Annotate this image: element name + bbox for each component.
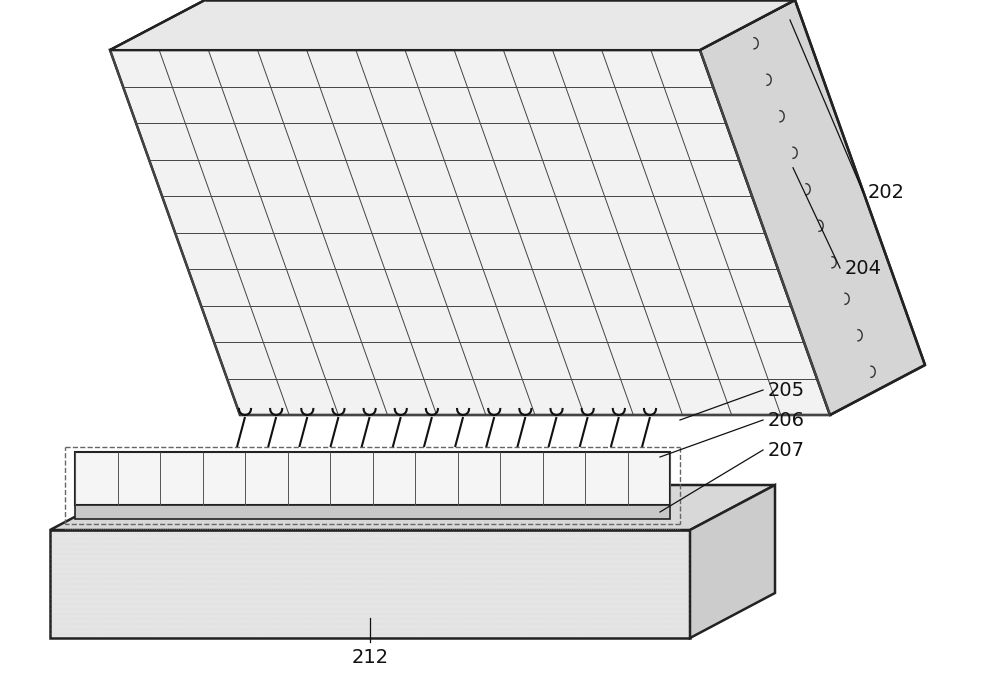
Polygon shape <box>75 452 670 505</box>
Text: 206: 206 <box>768 411 805 430</box>
Polygon shape <box>50 530 690 638</box>
Polygon shape <box>690 485 775 638</box>
Polygon shape <box>700 0 925 415</box>
Polygon shape <box>110 0 795 50</box>
Polygon shape <box>75 505 670 519</box>
Text: 202: 202 <box>868 182 905 201</box>
Text: 212: 212 <box>351 648 389 667</box>
Polygon shape <box>110 0 795 50</box>
Text: 205: 205 <box>768 381 805 400</box>
Text: 207: 207 <box>768 441 805 460</box>
Text: 204: 204 <box>845 258 882 277</box>
Polygon shape <box>50 485 775 530</box>
Polygon shape <box>110 50 830 415</box>
